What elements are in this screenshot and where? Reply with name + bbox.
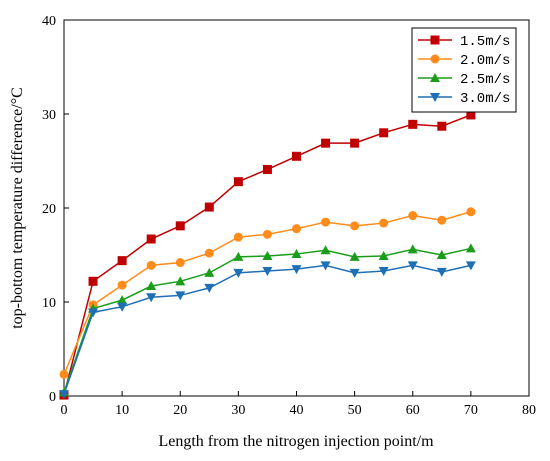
x-tick-label: 70	[464, 403, 478, 418]
data-point	[146, 234, 156, 244]
data-point	[146, 260, 156, 270]
data-point	[437, 121, 447, 131]
x-tick-label: 30	[231, 403, 245, 418]
data-point	[146, 281, 157, 291]
y-tick-label: 20	[42, 202, 56, 217]
data-point	[262, 229, 272, 239]
data-point	[349, 268, 360, 278]
legend-label: 2.0m/s	[460, 53, 510, 69]
x-tick-label: 80	[522, 403, 536, 418]
data-point	[350, 221, 360, 231]
data-point	[437, 215, 447, 225]
data-point	[175, 276, 186, 286]
legend-marker	[430, 54, 440, 64]
data-point	[407, 244, 418, 254]
data-point	[436, 267, 447, 277]
legend-marker	[430, 93, 440, 102]
data-point	[466, 207, 476, 217]
data-point	[146, 293, 157, 303]
data-point	[379, 218, 389, 228]
data-point	[349, 251, 360, 261]
data-point	[408, 119, 418, 129]
data-point	[88, 276, 98, 286]
data-point	[466, 110, 476, 120]
data-point	[291, 249, 302, 259]
data-point	[320, 261, 331, 271]
data-point	[292, 151, 301, 161]
x-axis-title: Length from the nitrogen injection point…	[158, 433, 434, 450]
data-point	[292, 224, 301, 234]
data-point	[233, 177, 243, 187]
x-tick-label: 60	[406, 403, 420, 418]
data-point	[408, 211, 418, 221]
x-tick-label: 0	[61, 403, 68, 418]
data-point	[117, 280, 127, 290]
data-point	[204, 267, 215, 277]
x-tick-label: 40	[290, 403, 304, 418]
legend-box	[411, 27, 517, 113]
x-tick-label: 10	[115, 403, 129, 418]
y-tick-label: 10	[42, 296, 56, 311]
x-tick-label: 20	[173, 403, 187, 418]
series-group	[59, 110, 476, 400]
x-tick-label: 50	[348, 403, 362, 418]
y-tick-label: 40	[42, 14, 56, 29]
data-point	[88, 308, 99, 318]
y-tick-label: 30	[42, 108, 56, 123]
data-point	[436, 250, 447, 259]
data-point	[175, 291, 186, 301]
data-point	[175, 221, 185, 231]
series-3	[59, 261, 476, 400]
data-point	[117, 256, 127, 266]
data-point	[321, 138, 331, 148]
data-point	[350, 138, 360, 148]
data-point	[175, 258, 185, 268]
data-point	[59, 369, 69, 379]
data-point	[262, 164, 272, 174]
data-point	[262, 266, 273, 276]
data-point	[233, 251, 244, 261]
data-point	[59, 390, 69, 400]
data-point	[378, 250, 389, 260]
data-point	[117, 295, 128, 305]
axis-ticks: 0 10 20 30 40 50 60 70 80 0 10 20 30 40	[42, 14, 536, 418]
data-point	[378, 266, 389, 276]
legend-marker	[430, 73, 440, 82]
data-point	[262, 250, 273, 260]
series-1	[59, 207, 476, 379]
data-point	[204, 202, 214, 212]
legend-marker	[430, 35, 440, 45]
data-point	[117, 302, 128, 312]
data-point	[379, 128, 389, 138]
legend-label: 3.0m/s	[460, 91, 510, 107]
series-0	[59, 110, 476, 400]
data-point	[204, 248, 214, 258]
legend: 1.5m/s 2.0m/s 2.5m/s 3.0m/s	[411, 27, 517, 113]
data-point	[321, 217, 331, 227]
data-point	[320, 245, 331, 255]
legend-label: 2.5m/s	[460, 72, 510, 88]
y-axis-title: top-bottom temperature difference/°C	[9, 87, 26, 329]
data-point	[233, 268, 244, 278]
data-point	[407, 261, 418, 271]
data-point	[204, 283, 215, 293]
legend-label: 1.5m/s	[460, 34, 510, 50]
data-point	[465, 261, 476, 271]
data-point	[233, 232, 243, 242]
y-tick-label: 0	[49, 390, 56, 405]
data-point	[291, 265, 302, 275]
data-point	[465, 243, 476, 253]
